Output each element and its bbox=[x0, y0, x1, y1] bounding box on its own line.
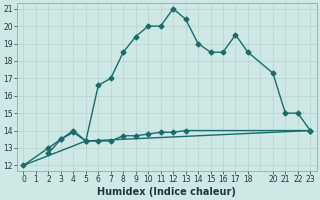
X-axis label: Humidex (Indice chaleur): Humidex (Indice chaleur) bbox=[98, 187, 236, 197]
